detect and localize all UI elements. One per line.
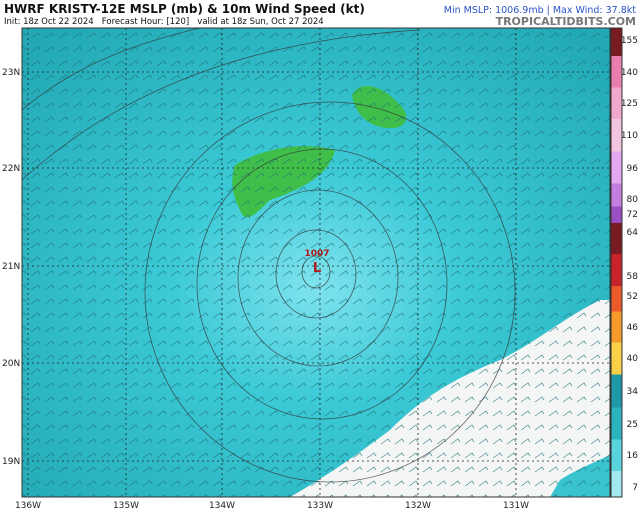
colorbar-label: 25 bbox=[627, 420, 638, 430]
lon-label: 131W bbox=[503, 501, 529, 511]
map: 1007 L bbox=[22, 28, 610, 497]
low-pressure: 1007 bbox=[304, 249, 329, 259]
graticule bbox=[22, 28, 610, 497]
colorbar-segment bbox=[611, 119, 622, 152]
colorbar-segment bbox=[611, 206, 622, 223]
colorbar-label: 140 bbox=[621, 68, 638, 78]
colorbar-label: 7 bbox=[632, 483, 638, 493]
colorbar-segment bbox=[611, 311, 622, 343]
colorbar-label: 110 bbox=[621, 131, 638, 141]
map-frame bbox=[21, 27, 611, 498]
subtitle: Init: 18z Oct 22 2024 Forecast Hour: [12… bbox=[4, 17, 324, 27]
lat-label: 20N bbox=[2, 359, 20, 369]
low-symbol: L bbox=[313, 261, 321, 276]
colorbar-segment bbox=[611, 471, 622, 497]
colorbar-label: 40 bbox=[627, 354, 639, 364]
colorbar-label: 155 bbox=[621, 36, 638, 46]
colorbar-label: 96 bbox=[627, 164, 639, 174]
colorbar-label: 64 bbox=[627, 228, 639, 238]
colorbar-label: 16 bbox=[627, 451, 639, 461]
colorbar-segment bbox=[611, 439, 622, 471]
colorbar-segment bbox=[611, 342, 622, 375]
colorbar-segment bbox=[611, 223, 622, 254]
lat-label: 21N bbox=[2, 262, 20, 272]
colorbar-segment bbox=[611, 254, 622, 286]
colorbar-segment bbox=[611, 286, 622, 312]
lon-label: 135W bbox=[113, 501, 139, 511]
colorbar-frame bbox=[610, 27, 623, 498]
colorbar-segment bbox=[611, 183, 622, 207]
colorbar-label: 46 bbox=[627, 323, 639, 333]
colorbar-segment bbox=[611, 87, 622, 119]
colorbar-label: 34 bbox=[627, 387, 639, 397]
lat-label: 23N bbox=[2, 68, 20, 78]
colorbar-segment bbox=[611, 28, 622, 56]
lat-labels: 23N 22N 21N 20N 19N bbox=[2, 68, 20, 467]
colorbar-label: 72 bbox=[627, 210, 638, 220]
isobars bbox=[22, 28, 516, 483]
colorbar-label: 125 bbox=[621, 99, 638, 109]
lon-label: 133W bbox=[307, 501, 333, 511]
stats: Min MSLP: 1006.9mb | Max Wind: 37.8kt bbox=[444, 5, 637, 16]
lon-labels: 136W 135W 134W 133W 132W 131W bbox=[15, 501, 529, 511]
source: TROPICALTIDBITS.COM bbox=[496, 15, 636, 28]
lon-label: 136W bbox=[15, 501, 41, 511]
colorbar: 155 140 125 110 96 80 72 64 58 52 46 40 34 25 16 7 bbox=[610, 27, 639, 498]
colorbar-label: 58 bbox=[627, 272, 639, 282]
title: HWRF KRISTY-12E MSLP (mb) & 10m Wind Spe… bbox=[4, 2, 365, 16]
colorbar-segment bbox=[611, 151, 622, 184]
lon-label: 134W bbox=[209, 501, 235, 511]
colorbar-segment bbox=[611, 407, 622, 440]
lat-label: 19N bbox=[2, 457, 20, 467]
colorbar-label: 80 bbox=[627, 195, 639, 205]
colorbar-segment bbox=[611, 56, 622, 88]
colorbar-segment bbox=[611, 374, 622, 408]
colorbar-label: 52 bbox=[627, 292, 638, 302]
lat-label: 22N bbox=[2, 164, 20, 174]
lon-label: 132W bbox=[405, 501, 431, 511]
